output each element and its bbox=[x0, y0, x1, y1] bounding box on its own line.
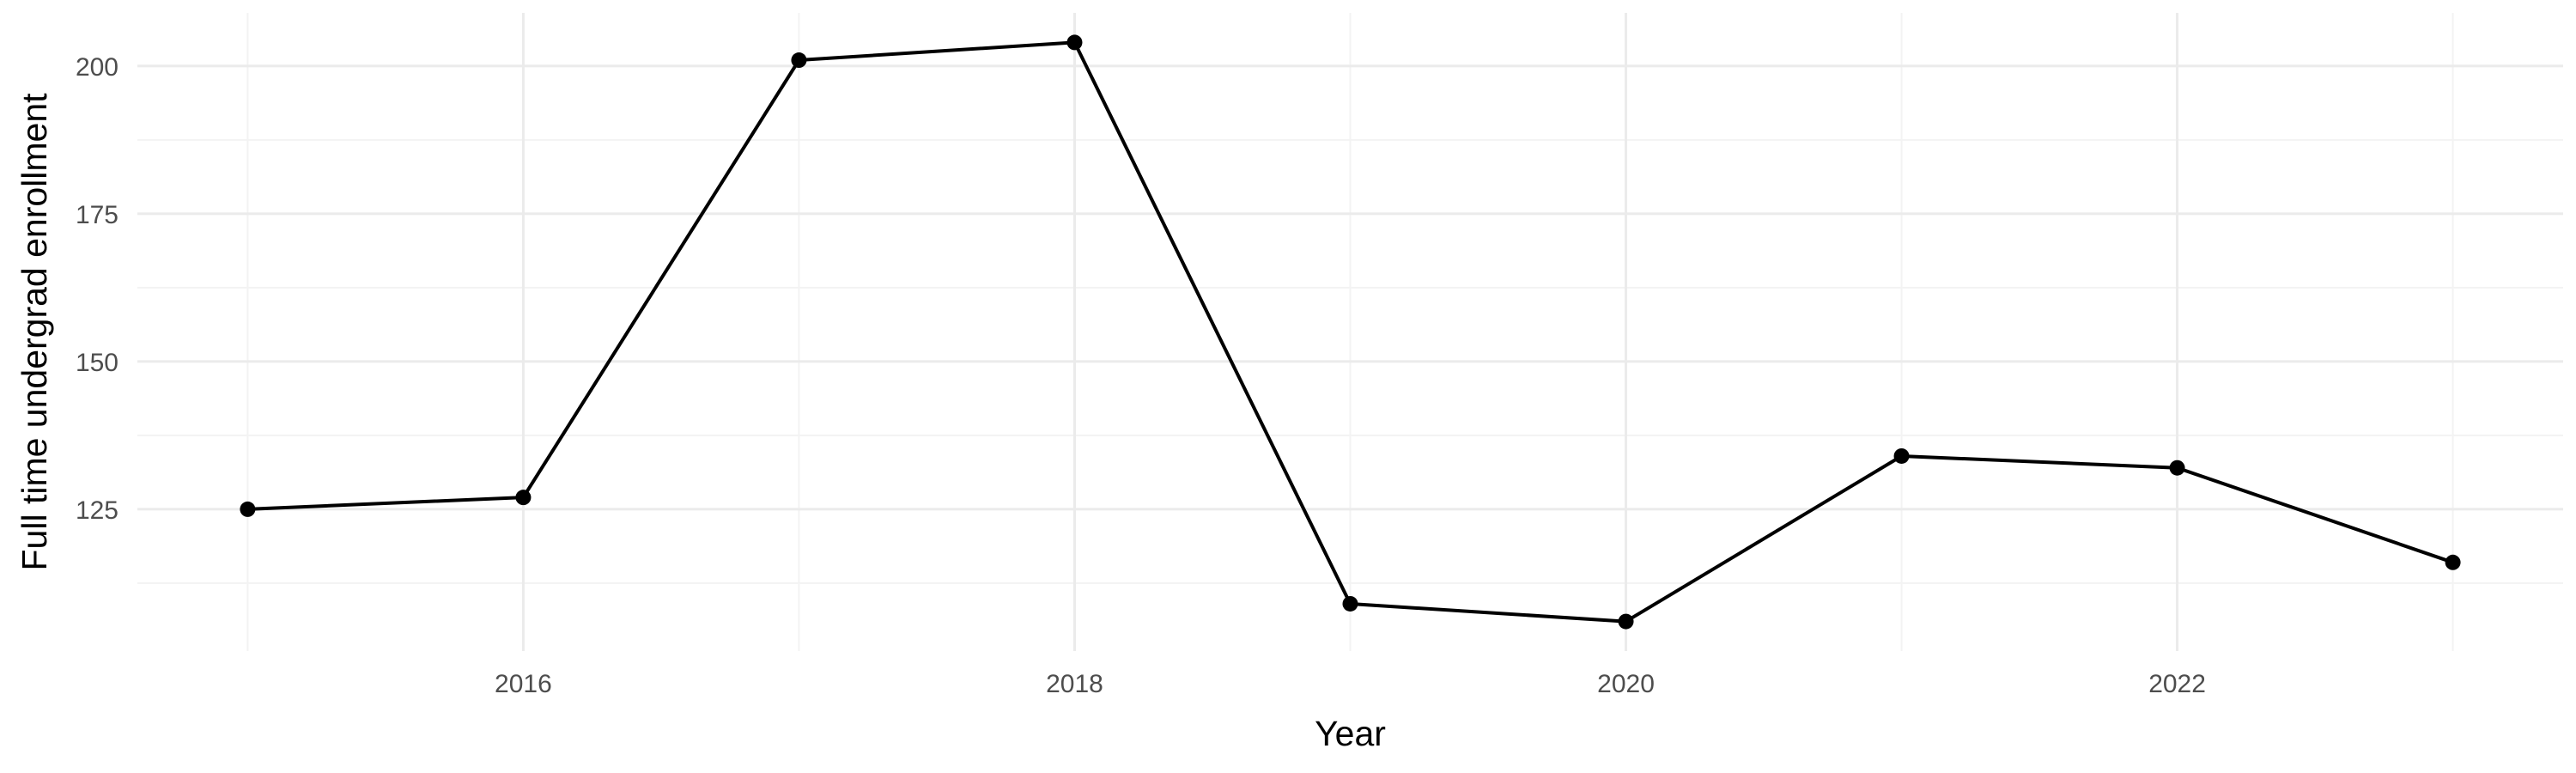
y-tick-label: 150 bbox=[76, 349, 118, 377]
data-point bbox=[2169, 460, 2185, 476]
series-layer bbox=[240, 34, 2461, 630]
data-point bbox=[240, 501, 256, 517]
x-axis-title: Year bbox=[1315, 714, 1386, 753]
x-tick-label: 2016 bbox=[495, 670, 552, 698]
x-tick-label: 2020 bbox=[1597, 670, 1655, 698]
data-point bbox=[2445, 554, 2461, 570]
x-tick-label: 2022 bbox=[2148, 670, 2206, 698]
y-tick-label: 125 bbox=[76, 496, 118, 525]
data-point bbox=[1893, 447, 1910, 464]
data-point bbox=[791, 52, 807, 69]
x-axis-tick-labels: 2016 2018 2020 2022 bbox=[495, 670, 2206, 698]
y-tick-label: 200 bbox=[76, 53, 118, 82]
minor-gridlines bbox=[137, 13, 2563, 651]
y-tick-label: 175 bbox=[76, 201, 118, 229]
data-point bbox=[1342, 595, 1358, 612]
major-gridlines bbox=[137, 13, 2563, 651]
y-axis-tick-labels: 125 150 175 200 bbox=[76, 53, 118, 525]
data-point bbox=[515, 490, 532, 506]
y-axis-title: Full time undergrad enrollment bbox=[15, 93, 54, 571]
data-point bbox=[1618, 613, 1634, 630]
data-point bbox=[1066, 34, 1083, 51]
x-tick-label: 2018 bbox=[1046, 670, 1103, 698]
